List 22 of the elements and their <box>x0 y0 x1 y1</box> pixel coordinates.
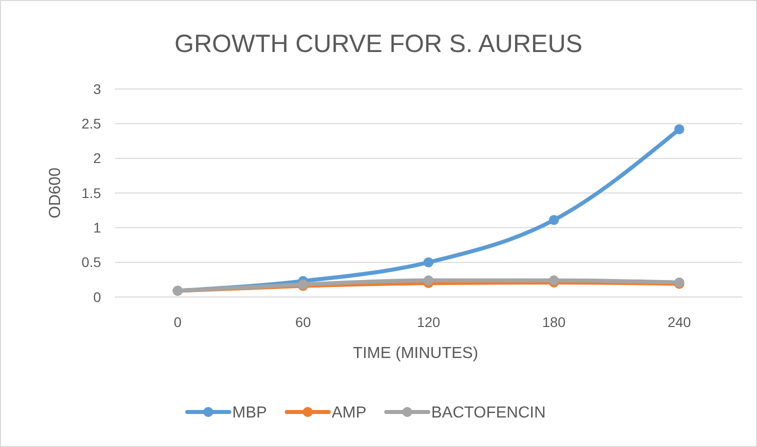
y-tick-label: 3 <box>93 80 102 97</box>
chart-title: GROWTH CURVE FOR S. AUREUS <box>174 30 582 58</box>
x-tick-label: 240 <box>668 314 692 330</box>
x-tick-label: 60 <box>295 314 312 330</box>
legend-label: BACTOFENCIN <box>431 404 546 422</box>
x-tick-label: 120 <box>416 314 440 330</box>
y-tick-label: 2.5 <box>82 116 102 132</box>
point <box>424 275 434 286</box>
point <box>424 257 434 268</box>
x-tick-label: 0 <box>174 314 182 330</box>
x-tick-label: 180 <box>542 314 566 330</box>
y-tick-label: 0.5 <box>82 254 102 270</box>
point <box>674 124 684 134</box>
x-axis-title: TIME (MINUTES) <box>352 345 478 362</box>
y-tick-label: 1.5 <box>82 184 102 201</box>
legend-label: AMP <box>332 404 366 422</box>
y-tick-label: 0 <box>93 288 102 305</box>
legend-label: MBP <box>232 404 267 422</box>
y-tick-label: 1 <box>93 220 102 236</box>
y-tick-label: 2 <box>93 150 102 166</box>
y-axis-title: OD600 <box>47 168 64 218</box>
point <box>548 215 559 226</box>
